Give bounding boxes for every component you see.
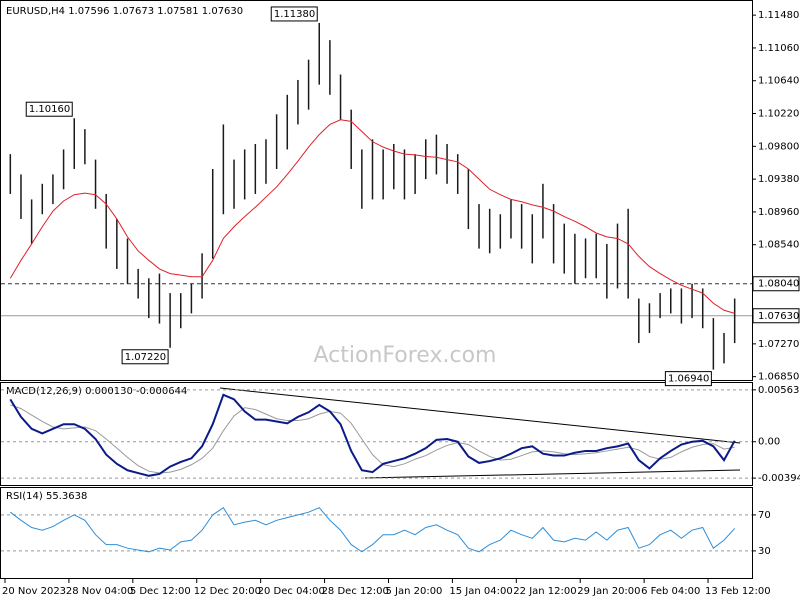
extreme-box xyxy=(664,371,712,387)
x-tick-label: 12 Dec 20:00 xyxy=(194,586,261,597)
y-tick-label: 0.00 xyxy=(758,437,780,448)
y-tick-label: 1.10220 xyxy=(758,109,799,120)
y-tick-label: 1.06850 xyxy=(758,372,799,383)
macd-trendline xyxy=(364,469,741,479)
extreme-box xyxy=(270,6,318,22)
watermark: ActionForex.com xyxy=(314,343,497,368)
x-tick-label: 6 Feb 04:00 xyxy=(641,586,700,597)
indicator-line xyxy=(10,506,736,553)
x-tick-label: 20 Nov 2023 xyxy=(2,586,66,597)
rsi-frame xyxy=(0,487,753,579)
macd-frame xyxy=(0,382,753,486)
x-tick-label: 29 Jan 20:00 xyxy=(577,586,640,597)
y-tick-label: 1.08540 xyxy=(758,240,799,251)
price-title: EURUSD,H4 1.07596 1.07673 1.07581 1.0763… xyxy=(6,6,243,17)
y-tick-label: 1.08960 xyxy=(758,207,799,218)
extreme-box xyxy=(121,349,169,365)
x-tick-label: 5 Dec 12:00 xyxy=(130,586,191,597)
x-tick-label: 28 Nov 04:00 xyxy=(66,586,133,597)
y-tick-label: 1.09380 xyxy=(758,174,799,185)
moving-average xyxy=(9,119,735,314)
extreme-label: 1.07220 xyxy=(125,352,166,363)
extreme-label: 1.11380 xyxy=(274,9,315,20)
indicator-line xyxy=(10,404,735,474)
x-tick-label: 28 Dec 12:00 xyxy=(322,586,389,597)
extreme-label: 1.10160 xyxy=(29,104,70,115)
y-tick-label: 70 xyxy=(758,510,771,521)
rsi-title: RSI(14) 55.3638 xyxy=(6,491,87,502)
y-tick-label: 1.11060 xyxy=(758,43,799,54)
x-tick-label: 15 Jan 04:00 xyxy=(449,586,512,597)
price-frame xyxy=(0,0,753,381)
y-tick-label: 1.11480 xyxy=(758,10,799,21)
macd-trendline xyxy=(219,387,741,444)
x-tick-label: 20 Dec 04:00 xyxy=(258,586,325,597)
y-tick-label: -0.003949 xyxy=(758,473,800,484)
x-tick-label: 13 Feb 12:00 xyxy=(705,586,771,597)
price-level-label: 1.07630 xyxy=(758,311,799,322)
x-tick-label: 5 Jan 20:00 xyxy=(385,586,442,597)
extreme-label: 1.06940 xyxy=(668,374,709,385)
y-tick-label: 30 xyxy=(758,546,771,557)
indicator-line xyxy=(9,393,736,477)
x-tick-label: 22 Jan 12:00 xyxy=(513,586,576,597)
price-level-box xyxy=(752,276,800,292)
macd-title: MACD(12,26,9) 0.000130 -0.000644 xyxy=(6,386,187,397)
y-tick-label: 1.10640 xyxy=(758,76,799,87)
y-tick-label: 0.005635 xyxy=(758,385,800,396)
extreme-box xyxy=(25,101,73,117)
y-tick-label: 1.09800 xyxy=(758,141,799,152)
price-level-box xyxy=(752,308,800,324)
price-level-label: 1.08040 xyxy=(758,279,799,290)
y-tick-label: 1.07270 xyxy=(758,339,799,350)
